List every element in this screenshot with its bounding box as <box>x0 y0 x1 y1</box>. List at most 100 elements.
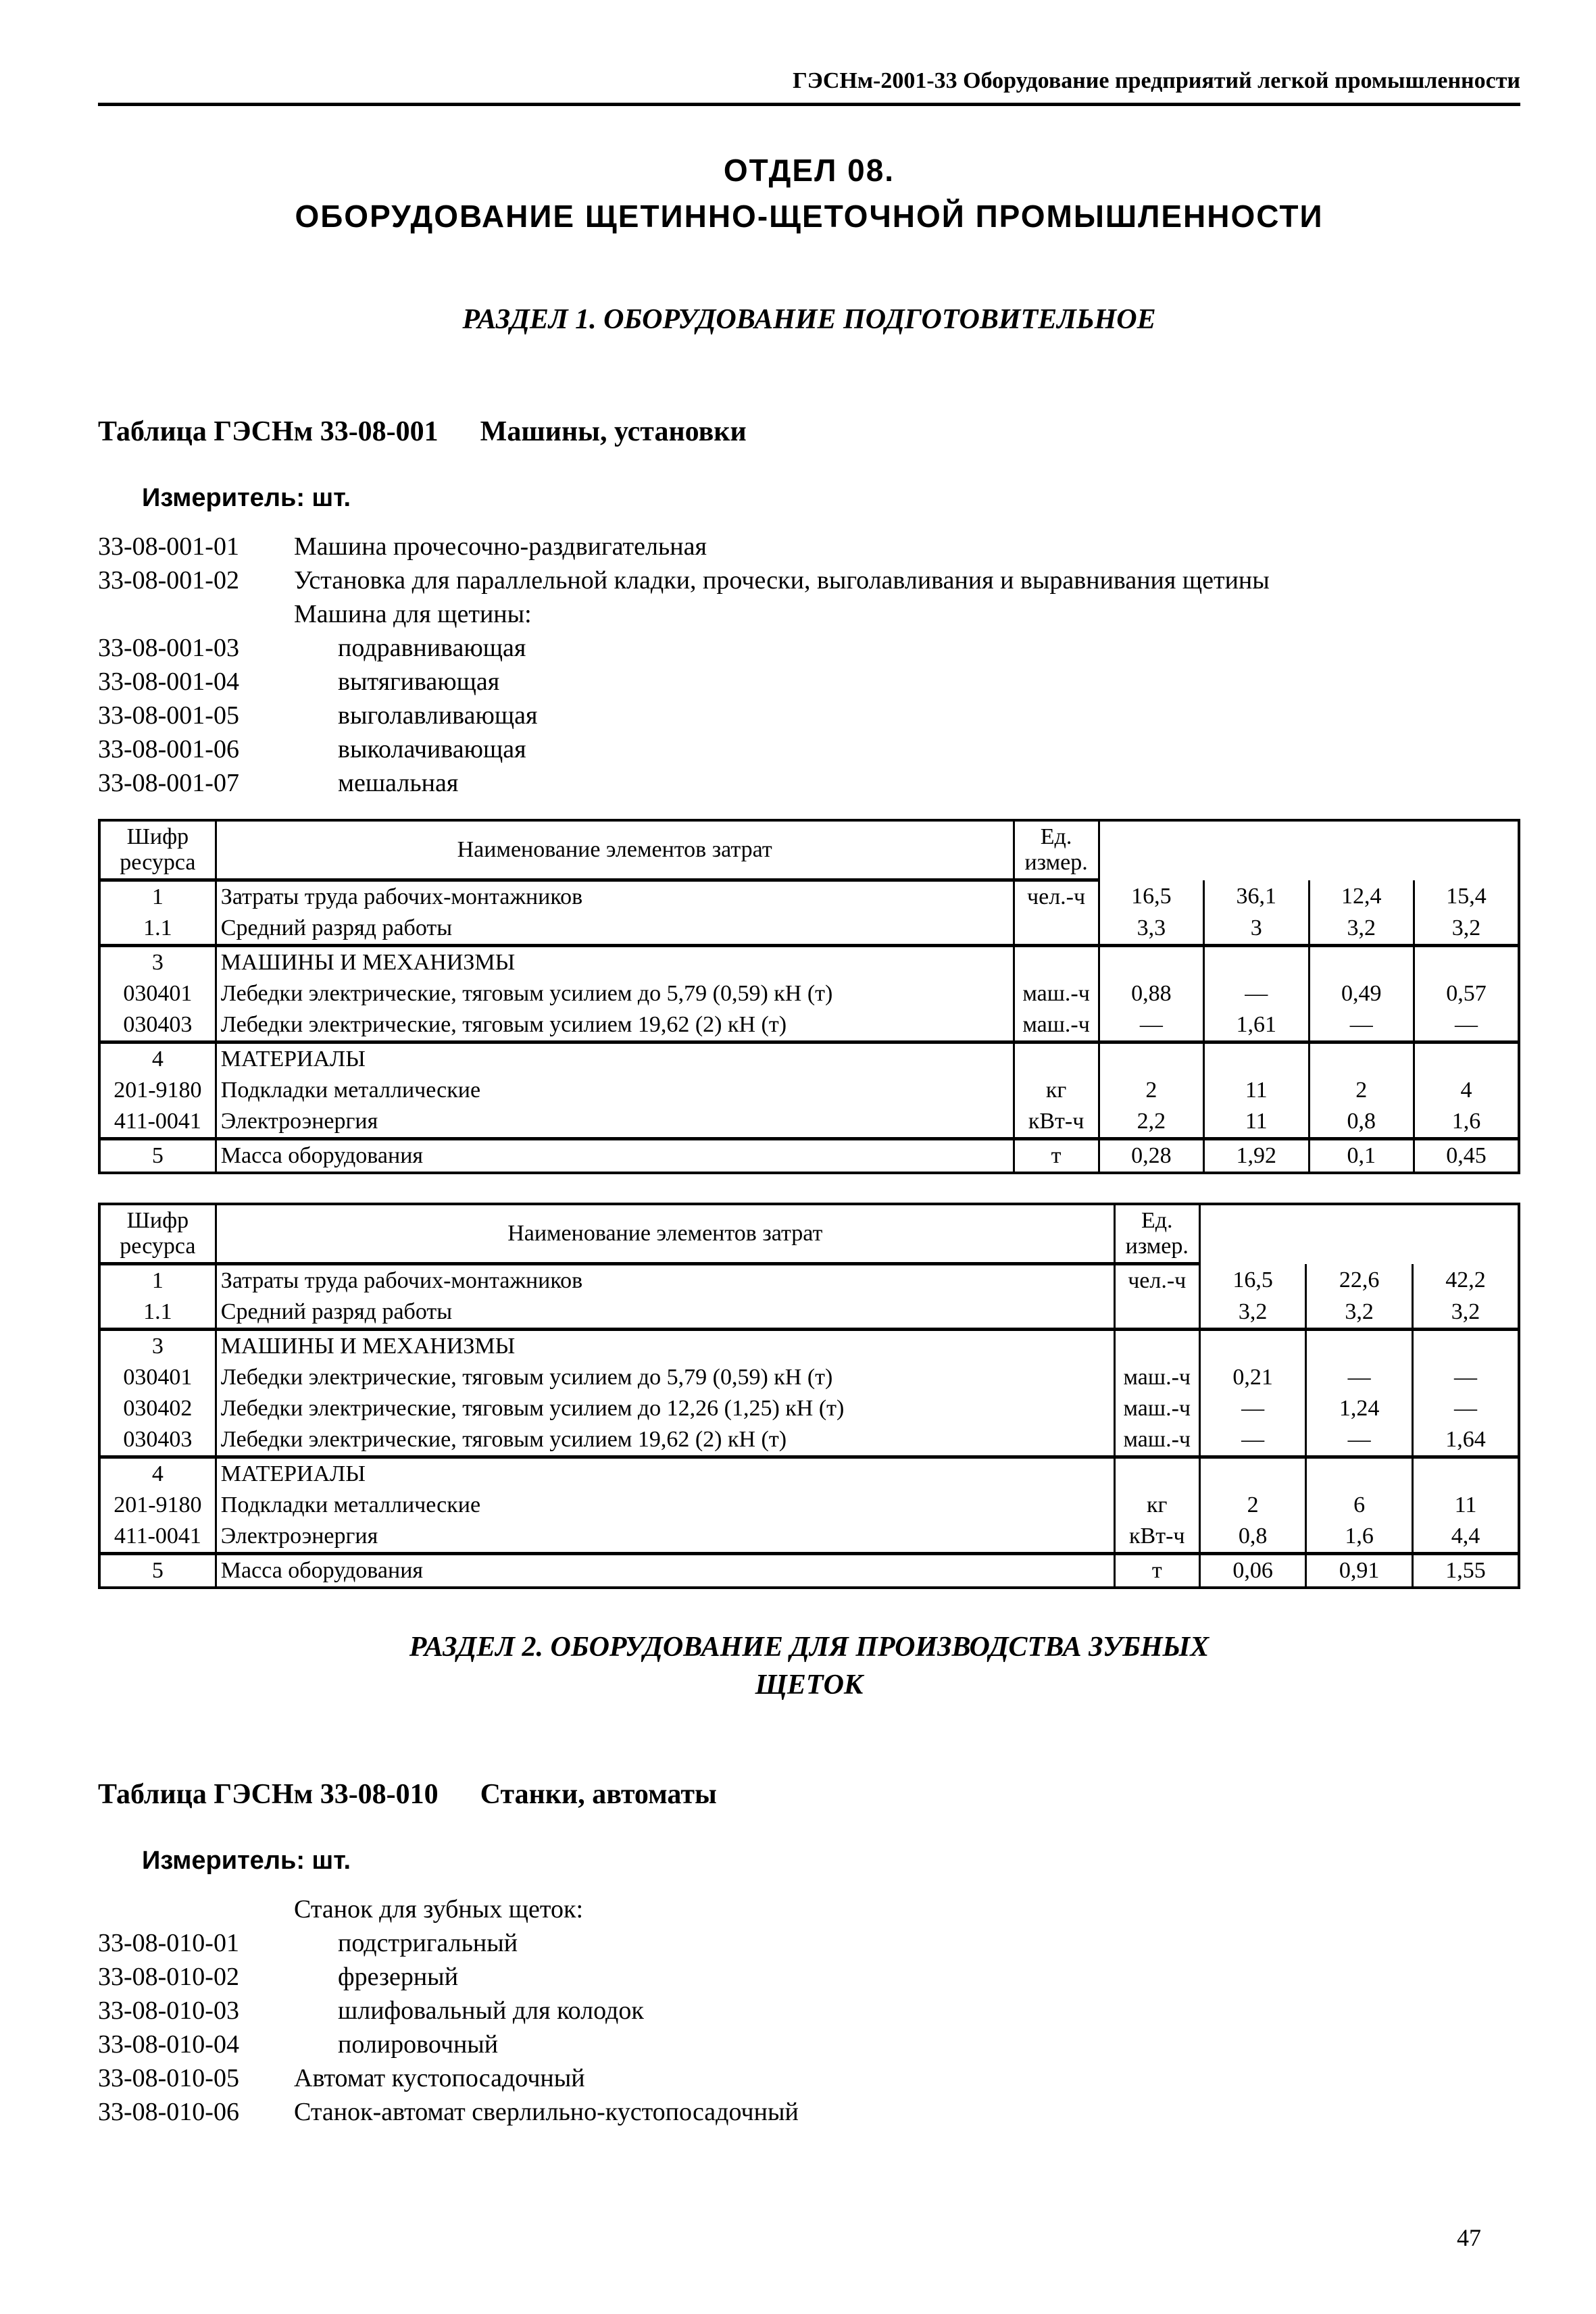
table-row: 201-9180 Подкладки металлические кг 2 11 2… <box>98 1075 1520 1106</box>
cell-cost-element-name: Лебедки электрические, тяговым усилием 1… <box>214 1009 1015 1042</box>
table-row: 1 Затраты труда рабочих-монтажников чел.… <box>98 880 1520 913</box>
cost-table-header-row: Шифр ресурса Наименование элементов затра… <box>98 820 1519 882</box>
cell-resource-code: 1 <box>98 1263 217 1297</box>
cell-unit: чел.-ч <box>1113 1263 1201 1297</box>
cell-value: 3,2 <box>1307 913 1416 946</box>
table-row: 1.1 Средний разряд работы 3,2 3,2 3,2 <box>98 1297 1520 1330</box>
cell-value: 0,57 <box>1413 978 1520 1009</box>
list-item: Машина для щетины: <box>98 597 1520 631</box>
cell-value: 42,2 <box>1411 1263 1520 1297</box>
cell-value <box>1305 1328 1414 1362</box>
cell-value: — <box>1097 1009 1205 1042</box>
cell-value <box>1413 944 1520 978</box>
table-row: 5 Масса оборудования т 0,28 1,92 0,1 0,45 <box>98 1137 1520 1173</box>
cell-unit <box>1012 944 1100 978</box>
list-item: 33-08-010-06 Станок-автомат сверлильно-к… <box>98 2095 1520 2129</box>
cell-resource-code: 1.1 <box>98 913 217 946</box>
chapter-title-line2: ОБОРУДОВАНИЕ ЩЕТИННО-ЩЕТОЧНОЙ ПРОМЫШЛЕНН… <box>295 199 1324 234</box>
cell-value: — <box>1413 1009 1520 1042</box>
list-item-code: 33-08-010-05 <box>98 2064 239 2092</box>
cell-value <box>1097 944 1205 978</box>
cell-value: 15,4 <box>1413 880 1520 913</box>
header-unit: Ед. измер. <box>1012 820 1100 882</box>
cell-resource-code: 030401 <box>98 978 217 1009</box>
list-item-name: Станок-автомат сверлильно-кустопосадочны… <box>294 2098 799 2126</box>
cell-resource-code: 5 <box>98 1552 217 1588</box>
cell-value: 4,4 <box>1411 1521 1520 1554</box>
cell-value: 16,5 <box>1097 880 1205 913</box>
cell-value: 2 <box>1307 1075 1416 1106</box>
cell-value <box>1411 1455 1520 1490</box>
cell-value: 3,2 <box>1413 913 1520 946</box>
section2-title-line1: РАЗДЕЛ 2. ОБОРУДОВАНИЕ ДЛЯ ПРОИЗВОДСТВА … <box>409 1632 1210 1663</box>
list-item-name: вытягивающая <box>338 668 500 696</box>
cell-cost-element-name: МАШИНЫ И МЕХАНИЗМЫ <box>214 944 1015 978</box>
cell-value: 3,2 <box>1411 1297 1520 1330</box>
cell-cost-element-name: Средний разряд работы <box>214 913 1015 946</box>
table-row: 3 МАШИНЫ И МЕХАНИЗМЫ <box>98 944 1520 978</box>
list-item: 33-08-010-04 полировочный <box>98 2028 1520 2061</box>
list-item-name: шлифовальный для колодок <box>338 1996 644 2025</box>
cell-resource-code: 1 <box>98 880 217 913</box>
list-item: 33-08-001-06 выколачивающая <box>98 732 1520 766</box>
cell-cost-element-name: Лебедки электрические, тяговым усилием д… <box>214 1393 1116 1424</box>
list-item-code: 33-08-001-07 <box>98 769 239 797</box>
list-item-code: 33-08-001-05 <box>98 701 239 730</box>
cell-value: 1,55 <box>1411 1552 1520 1588</box>
cell-unit <box>1113 1455 1201 1490</box>
list-item: 33-08-010-03 шлифовальный для колодок <box>98 1994 1520 2028</box>
list-item: 33-08-001-04 вытягивающая <box>98 665 1520 699</box>
cell-value <box>1307 1040 1416 1075</box>
list-item-name: фрезерный <box>338 1963 459 1991</box>
cell-resource-code: 030403 <box>98 1424 217 1457</box>
cell-value: 3 <box>1203 913 1310 946</box>
cell-value: 4 <box>1413 1075 1520 1106</box>
list-item-name: Автомат кустопосадочный <box>294 2064 585 2092</box>
cell-value: 0,1 <box>1307 1137 1416 1173</box>
cell-unit <box>1113 1328 1201 1362</box>
list-item-code: 33-08-010-02 <box>98 1963 239 1991</box>
list-item-code: 33-08-010-03 <box>98 1996 239 2025</box>
table-010-measure-label: Измеритель: шт. <box>142 1846 351 1875</box>
cell-resource-code: 201-9180 <box>98 1490 217 1521</box>
cell-value: 2 <box>1097 1075 1205 1106</box>
list-item-name: полировочный <box>338 2030 499 2059</box>
list-item-name: Машина для щетины: <box>294 600 532 628</box>
list-item: 33-08-010-01 подстригальный <box>98 1926 1520 1960</box>
cell-resource-code: 411-0041 <box>98 1521 217 1554</box>
list-item-code: 33-08-001-02 <box>98 566 239 595</box>
cell-unit: кВт-ч <box>1012 1106 1100 1139</box>
cell-unit: маш.-ч <box>1113 1424 1201 1457</box>
cell-cost-element-name: Подкладки металлические <box>214 1075 1015 1106</box>
cell-value: 1,61 <box>1203 1009 1310 1042</box>
cell-resource-code: 030403 <box>98 1009 217 1042</box>
header-cost-element-name: Наименование элементов затрат <box>214 820 1015 882</box>
cell-value: 22,6 <box>1305 1263 1414 1297</box>
header-cost-element-name: Наименование элементов затрат <box>214 1204 1116 1265</box>
cell-resource-code: 1.1 <box>98 1297 217 1330</box>
list-item-name: Установка для параллельной кладки, проче… <box>294 566 1270 595</box>
cell-unit: маш.-ч <box>1113 1393 1201 1424</box>
cell-value: 1,6 <box>1305 1521 1414 1554</box>
section2-title: РАЗДЕЛ 2. ОБОРУДОВАНИЕ ДЛЯ ПРОИЗВОДСТВА … <box>98 1628 1520 1704</box>
table-row: 1 Затраты труда рабочих-монтажников чел.… <box>98 1263 1520 1297</box>
cost-table-002: Шифр ресурса Наименование элементов затра… <box>98 1203 1520 1589</box>
cell-value: 1,6 <box>1413 1106 1520 1139</box>
cell-value: — <box>1307 1009 1416 1042</box>
cell-value: — <box>1411 1362 1520 1393</box>
table-001-measure-label: Измеритель: шт. <box>142 484 351 512</box>
list-item: 33-08-001-02 Установка для параллельной … <box>98 563 1520 597</box>
table-010-item-list: Станок для зубных щеток: 33-08-010-01 по… <box>98 1892 1520 2129</box>
table-001-name: Машины, установки <box>480 416 747 447</box>
cell-unit: чел.-ч <box>1012 880 1100 913</box>
cost-table-header-row: Шифр ресурса Наименование элементов затра… <box>98 1204 1519 1265</box>
table-001-code: Таблица ГЭСНм 33-08-001 <box>98 416 439 447</box>
cell-value: 0,21 <box>1198 1362 1307 1393</box>
table-row: 1.1 Средний разряд работы 3,3 3 3,2 3,2 <box>98 913 1520 946</box>
cell-unit <box>1012 1040 1100 1075</box>
cell-resource-code: 411-0041 <box>98 1106 217 1139</box>
cell-unit: маш.-ч <box>1113 1362 1201 1393</box>
cell-cost-element-name: Затраты труда рабочих-монтажников <box>214 880 1015 913</box>
table-row: 030401 Лебедки электрические, тяговым ус… <box>98 978 1520 1009</box>
cell-value <box>1305 1455 1414 1490</box>
